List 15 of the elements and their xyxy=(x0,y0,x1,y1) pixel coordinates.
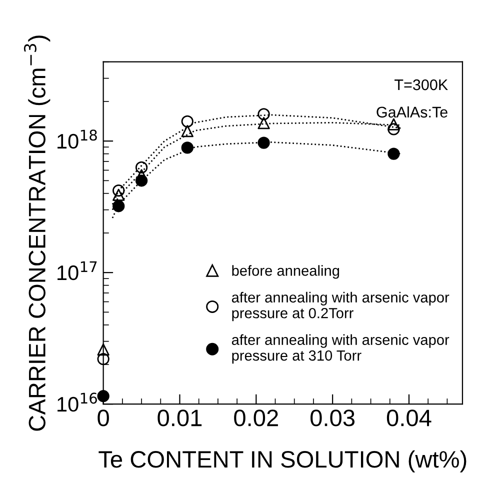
legend-label: after annealing with arsenic vapor pressure at 310 Torr xyxy=(232,334,450,364)
x-tick-label: 0 xyxy=(98,410,109,426)
legend-label: after annealing with arsenic vapor pressure at 0.2Torr xyxy=(232,292,450,322)
y-tick-label: 10$^{16}$ xyxy=(58,392,97,412)
y-tick-label: 10$^{17}$ xyxy=(58,261,97,280)
x-tick-label: 0.02 xyxy=(234,410,278,426)
y-axis-title: CARRIER CONCENTRATION (cm$^{−3}$) xyxy=(24,36,50,431)
x-axis-title: Te CONTENT IN SOLUTION (wt%) xyxy=(98,450,466,472)
annotation: T=300K xyxy=(394,79,448,90)
x-tick-label: 0.04 xyxy=(386,410,432,426)
x-tick-label: 0.01 xyxy=(158,410,202,426)
annotation: GaAlAs:Te xyxy=(376,106,448,118)
y-tick-label: 10$^{18}$ xyxy=(58,130,97,149)
x-tick-label: 0.03 xyxy=(310,410,355,426)
legend-label: before annealing xyxy=(232,265,340,279)
